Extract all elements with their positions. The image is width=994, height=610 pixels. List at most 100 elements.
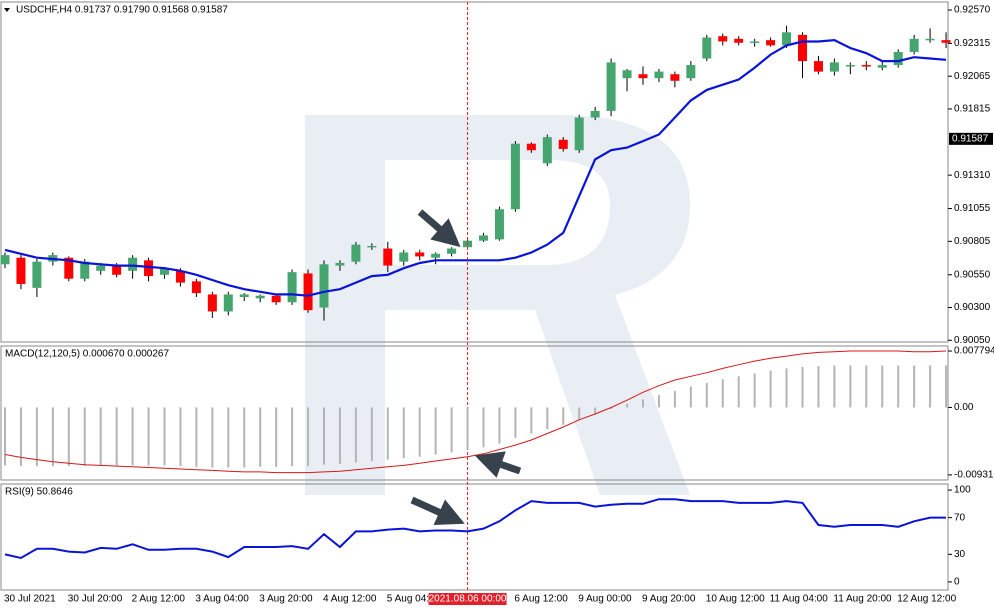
candle-body [271, 295, 281, 303]
candle-body [128, 257, 138, 271]
x-tick-label: 11 Aug 04:00 [770, 594, 829, 605]
candle-body [670, 74, 680, 81]
candle-body [526, 143, 536, 151]
x-tick-label: 11 Aug 20:00 [833, 594, 892, 605]
y-tick-label: 70 [954, 512, 966, 523]
y-tick-label: 100 [954, 485, 971, 496]
x-tick-label: 5 Aug 04:00 [387, 594, 441, 605]
arrows [410, 209, 522, 526]
candle-body [431, 253, 441, 258]
x-tick-label: 10 Aug 12:00 [706, 594, 765, 605]
candle-body [16, 257, 26, 284]
y-tick-label: 0.90050 [954, 335, 991, 346]
candle-body [782, 32, 792, 46]
collapse-icon [4, 8, 10, 12]
y-tick-label: 0.00 [954, 402, 974, 413]
price-header: USDCHF,H4 0.91737 0.91790 0.91568 0.9158… [16, 5, 228, 16]
candle-body [702, 37, 712, 59]
candle-body [255, 295, 265, 299]
x-tick-label: 3 Aug 20:00 [259, 594, 313, 605]
y-tick-label: 0.91055 [954, 203, 991, 214]
y-tick-label: 0.90550 [954, 269, 991, 280]
candle-body [893, 51, 903, 66]
candle-body [813, 61, 823, 72]
last-price-box [949, 132, 993, 145]
candle-body [558, 139, 568, 149]
candle-body [766, 40, 776, 46]
candle-body [941, 40, 951, 43]
candle-body [175, 270, 185, 283]
rsi-panel-frame [0, 483, 949, 591]
candle-body [367, 245, 377, 248]
candle-body [191, 281, 201, 294]
candle-body [287, 272, 297, 303]
candle-body [0, 255, 10, 265]
crosshair-label-box [428, 593, 507, 605]
y-tick-label: 0 [954, 577, 960, 588]
candle-body [223, 294, 233, 312]
candle-body [415, 252, 425, 257]
y-tick-label: 0.91310 [954, 170, 991, 181]
candle-body [383, 248, 393, 266]
x-tick-label: 6 Aug 12:00 [514, 594, 568, 605]
crosshair-label: 2021.08.06 00:00 [429, 594, 507, 605]
candle-body [447, 248, 457, 254]
candle-body [877, 65, 887, 68]
y-tick-label: 0.92315 [954, 38, 991, 49]
candle-body [542, 137, 552, 164]
watermark [305, 115, 690, 495]
x-tick-label: 30 Jul 2021 [4, 594, 56, 605]
candle-body [32, 261, 42, 288]
y-tick-label: 0.91815 [954, 104, 991, 115]
candle-body [606, 62, 616, 111]
candle-body [399, 252, 409, 262]
candle-body [574, 117, 584, 151]
candle-body [239, 294, 249, 298]
price-panel-frame [0, 1, 949, 343]
candle-body [861, 65, 871, 67]
candle-body [510, 143, 520, 210]
x-tick-label: 3 Aug 04:00 [195, 594, 249, 605]
candle-body [845, 65, 855, 67]
x-tick-label: 30 Jul 20:00 [68, 594, 123, 605]
candle-body [829, 62, 839, 72]
candle-body [80, 261, 90, 279]
macd-panel-frame [0, 345, 949, 481]
x-tick-label: 12 Aug 12:00 [897, 594, 956, 605]
y-tick-label: -0.009317 [954, 470, 994, 481]
candle-body [96, 265, 106, 271]
candle-body [654, 71, 664, 79]
candle-body [319, 264, 329, 308]
rsi-line [4, 498, 946, 560]
candle-body [64, 257, 74, 279]
y-tick-label: 0.92570 [954, 5, 991, 16]
y-tick-label: 0.007794 [954, 346, 994, 357]
candle-body [798, 34, 807, 62]
x-tick-label: 9 Aug 20:00 [642, 594, 696, 605]
candle-body [925, 38, 935, 41]
candle-body [494, 209, 504, 240]
candle-body [112, 265, 122, 275]
candle-body [351, 244, 361, 262]
rsi-header: RSI(9) 50.8646 [5, 487, 73, 498]
candle-body [160, 268, 169, 275]
candle-body [750, 41, 760, 43]
candle-body [144, 260, 154, 277]
candle-body [718, 36, 728, 42]
y-tick-label: 0.90805 [954, 236, 991, 247]
candle-body [335, 262, 345, 266]
candle-body [638, 74, 648, 79]
y-tick-label: 0.92065 [954, 71, 991, 82]
candle-body [686, 65, 696, 79]
candle-body [303, 273, 313, 311]
candle-body [207, 294, 217, 312]
last-price-label: 0.91587 [952, 133, 989, 144]
macd-header: MACD(12,120,5) 0.000670 0.000267 [5, 349, 169, 360]
y-tick-label: 0.90300 [954, 302, 991, 313]
x-tick-label: 2 Aug 12:00 [132, 594, 186, 605]
candle-body [479, 235, 488, 241]
y-tick-label: 30 [954, 549, 966, 560]
candle-body [909, 38, 919, 52]
